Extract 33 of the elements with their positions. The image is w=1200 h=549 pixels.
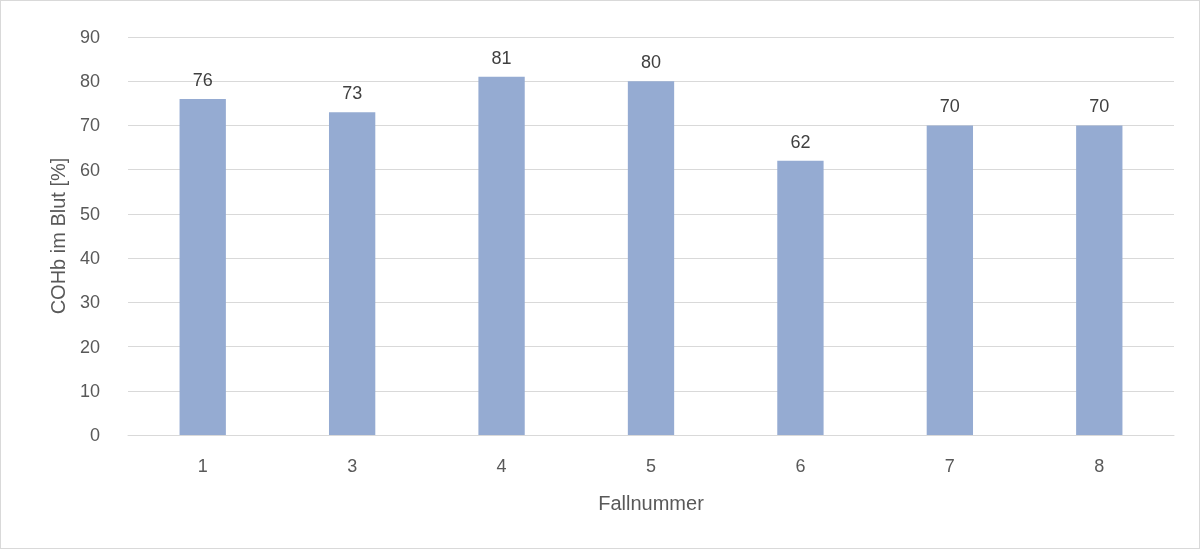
bar — [1076, 125, 1123, 435]
y-tick-label: 80 — [79, 71, 100, 92]
data-label: 73 — [342, 83, 363, 104]
x-tick-label: 8 — [1094, 456, 1105, 476]
x-tick-label: 4 — [496, 456, 507, 476]
y-tick-label: 40 — [79, 248, 100, 269]
x-tick-label: 3 — [347, 456, 358, 476]
bar — [627, 81, 675, 435]
y-tick-label: 0 — [89, 425, 100, 445]
x-tick-label: 1 — [197, 456, 208, 476]
y-tick-label: 70 — [79, 115, 100, 136]
data-label: 70 — [939, 96, 960, 117]
bar — [328, 112, 376, 435]
x-tick-label: 6 — [795, 456, 806, 476]
y-tick-label: 10 — [79, 380, 100, 401]
bar — [777, 160, 824, 435]
data-label: 81 — [491, 47, 512, 68]
y-tick-label: 30 — [79, 292, 100, 313]
y-axis-title: COHb im Blut [%] — [47, 157, 69, 315]
bar — [478, 76, 525, 435]
data-label: 70 — [1089, 96, 1110, 117]
data-label: 76 — [192, 69, 213, 90]
y-tick-label: 60 — [79, 159, 100, 180]
bar — [179, 98, 226, 435]
data-label: 62 — [790, 131, 811, 152]
x-tick-label: 5 — [645, 456, 657, 476]
x-axis-title: Fallnummer — [598, 492, 705, 514]
y-tick-label: 50 — [79, 203, 100, 224]
data-label: 80 — [640, 52, 662, 73]
x-tick-label: 7 — [944, 456, 955, 476]
y-tick-label: 90 — [79, 27, 100, 47]
bar — [926, 125, 974, 435]
y-tick-label: 20 — [79, 336, 100, 357]
